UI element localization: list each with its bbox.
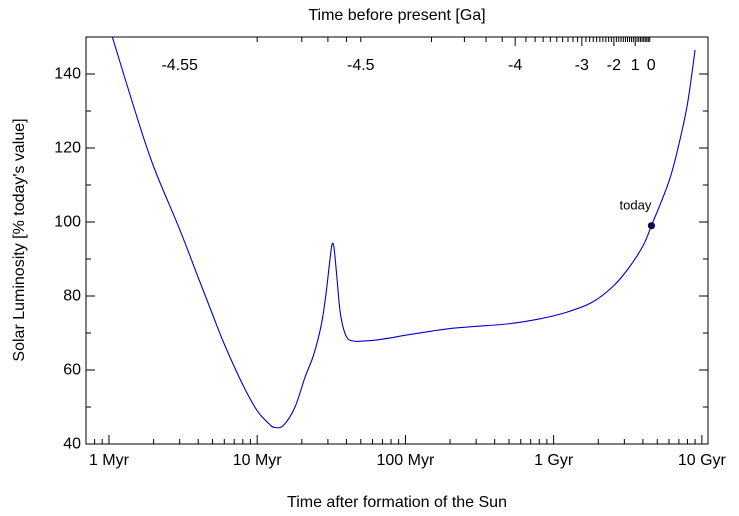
y-tick-label: 40 — [63, 436, 81, 453]
x-tick-label: 10 Gyr — [678, 452, 727, 469]
x2-tick-label: 0 — [647, 57, 656, 74]
x-tick-label: 1 Gyr — [534, 452, 574, 469]
y-tick-label: 80 — [63, 288, 81, 305]
y-tick-label: 140 — [54, 66, 81, 83]
y-tick-label: 100 — [54, 214, 81, 231]
ticks-layer — [85, 37, 708, 445]
x-axis-title: Time after formation of the Sun — [287, 494, 507, 511]
today-annotation: today — [620, 198, 652, 213]
y-tick-label: 120 — [54, 140, 81, 157]
x2-axis-title: Time before present [Ga] — [308, 7, 485, 24]
y-tick-label: 60 — [63, 362, 81, 379]
luminosity-curve — [111, 37, 696, 429]
x-tick-label: 100 Myr — [377, 452, 435, 469]
x-tick-label: 10 Myr — [233, 452, 283, 469]
y-axis-title: Solar Luminosity [% today's value] — [11, 118, 28, 361]
x2-tick-label: -4.5 — [347, 57, 375, 74]
x2-tick-label: 1 — [631, 57, 640, 74]
tick-labels-layer: 40 60 80 100 120 140 1 Myr 10 Myr 100 Myr 1 Gyr 10… — [54, 57, 726, 469]
x2-tick-label: -3 — [575, 57, 589, 74]
plot-frame — [85, 36, 709, 445]
x2-tick-label: -2 — [607, 57, 621, 74]
x2-tick-label: -4 — [508, 57, 522, 74]
x2-tick-label: -4.55 — [161, 57, 198, 74]
today-marker — [647, 222, 656, 230]
x-tick-label: 1 Myr — [89, 452, 130, 469]
